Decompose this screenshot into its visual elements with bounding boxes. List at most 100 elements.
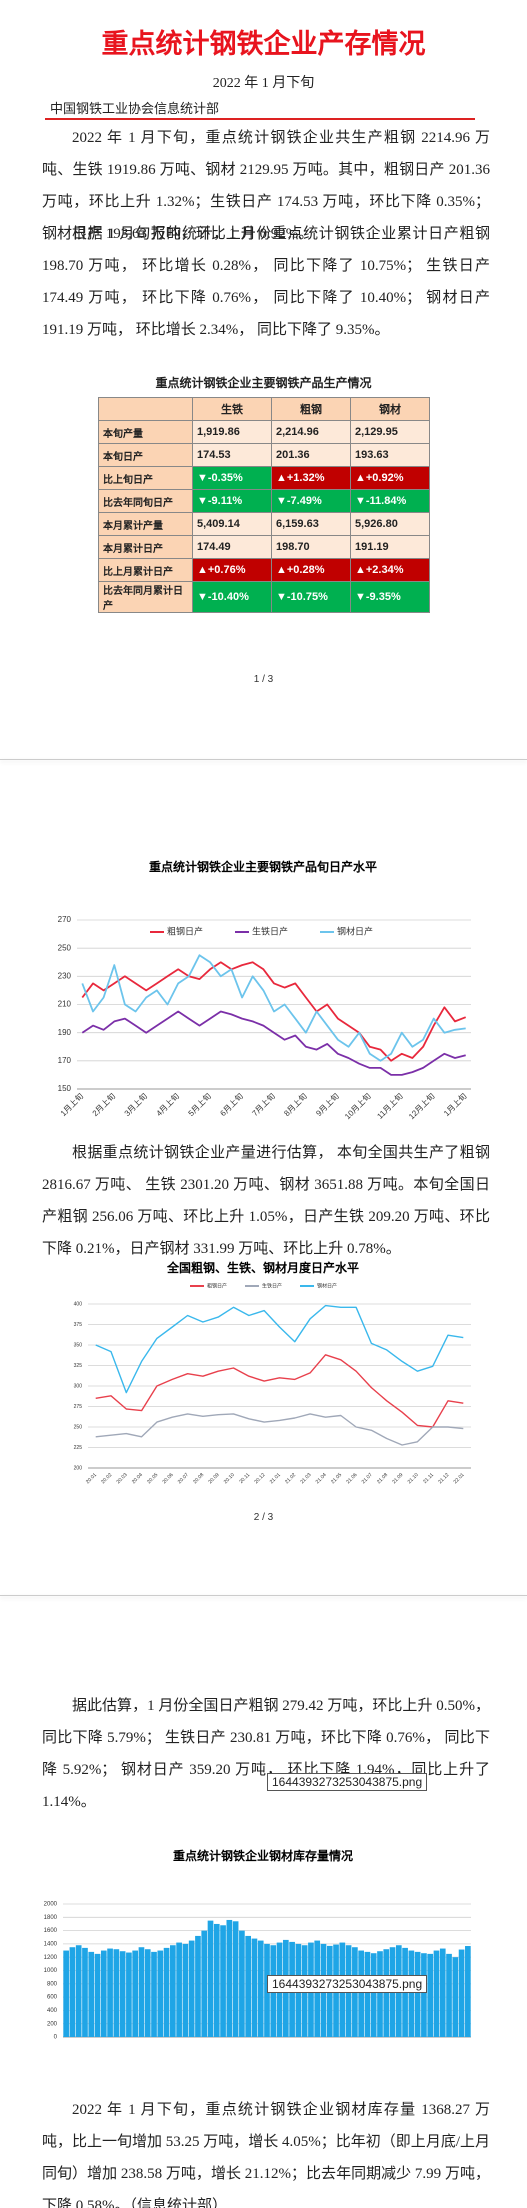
y-tick-label: 600 bbox=[47, 1995, 58, 2001]
paragraph: 根据 1 月旬报的统计，1 月份重点统计钢铁企业累计日产粗钢 198.70 万吨… bbox=[42, 226, 490, 338]
x-tick-label: 20.12 bbox=[253, 1472, 266, 1485]
chart: 重点统计钢铁企业主要钢铁产品旬日产水平 150 170 190 210 230 250 270… bbox=[58, 859, 471, 1121]
y-tick-label: 800 bbox=[47, 1981, 58, 1987]
table-row: 比上旬日产 ▼-0.35% ▲+1.32% ▲+0.92% bbox=[98, 466, 430, 490]
bar bbox=[63, 1950, 69, 2037]
x-tick-label: 9月上旬 bbox=[314, 1091, 341, 1118]
x-tick-label: 20.02 bbox=[100, 1472, 113, 1485]
table-cell: 191.19 bbox=[350, 535, 430, 559]
legend-label: 生铁日产 bbox=[262, 1282, 282, 1289]
y-tick-label: 170 bbox=[58, 1056, 72, 1065]
x-tick-label: 21.02 bbox=[284, 1472, 297, 1485]
x-tick-label: 4月上旬 bbox=[154, 1091, 181, 1118]
header-cell: 粗钢 bbox=[271, 397, 351, 421]
y-tick-label: 1000 bbox=[44, 1968, 58, 1974]
rule bbox=[45, 118, 475, 120]
y-tick-label: 1200 bbox=[44, 1955, 58, 1961]
header-cell bbox=[98, 397, 193, 421]
y-tick-label: 230 bbox=[58, 971, 72, 980]
page-break bbox=[0, 1595, 527, 1596]
bar bbox=[132, 1950, 139, 2037]
bar bbox=[213, 1923, 220, 2037]
x-tick-label: 21.05 bbox=[330, 1472, 343, 1485]
series-line bbox=[95, 1354, 464, 1428]
table-cell: 198.70 bbox=[271, 535, 351, 559]
table-cell: ▲+0.92% bbox=[350, 466, 430, 490]
x-tick-label: 21.11 bbox=[422, 1472, 435, 1485]
bar bbox=[151, 1951, 157, 2037]
table-cell: ▲+2.34% bbox=[350, 558, 430, 582]
bar bbox=[427, 1953, 434, 2037]
table-row: 本月累计日产 174.49 198.70 191.19 bbox=[98, 535, 430, 559]
y-tick-label: 190 bbox=[58, 1028, 72, 1037]
bar bbox=[370, 1953, 377, 2037]
table-cell: ▼-7.49% bbox=[271, 489, 351, 513]
header-cell: 生铁 bbox=[192, 397, 272, 421]
x-tick-label: 7月上旬 bbox=[250, 1091, 277, 1118]
bar bbox=[452, 1957, 459, 2037]
y-tick-label: 270 bbox=[58, 915, 72, 924]
chart-title: 重点统计钢铁企业主要钢铁产品旬日产水平 bbox=[149, 859, 377, 874]
y-tick-label: 275 bbox=[74, 1404, 83, 1410]
y-tick-label: 0 bbox=[54, 2035, 58, 2041]
bar bbox=[195, 1935, 201, 2037]
table-cell: ▼-9.11% bbox=[192, 489, 272, 513]
table-header: 生铁 粗钢 钢材 bbox=[98, 397, 430, 421]
bar bbox=[107, 1948, 113, 2037]
file-tooltip: 1644393273253043875.png bbox=[267, 1773, 428, 1791]
bar bbox=[446, 1953, 452, 2037]
bar bbox=[144, 1949, 151, 2037]
y-tick-label: 200 bbox=[47, 2021, 58, 2027]
y-tick-label: 250 bbox=[74, 1424, 83, 1430]
row-label: 本旬日产 bbox=[98, 443, 193, 467]
bar bbox=[88, 1951, 95, 2037]
x-tick-label: 21.08 bbox=[376, 1472, 389, 1485]
row-label: 本月累计产量 bbox=[98, 512, 193, 536]
x-tick-label: 21.07 bbox=[361, 1472, 374, 1485]
bar bbox=[157, 1950, 164, 2037]
x-tick-label: 10月上旬 bbox=[342, 1091, 372, 1121]
table-row: 比去年同旬日产 ▼-9.11% ▼-7.49% ▼-11.84% bbox=[98, 489, 430, 513]
series-line bbox=[95, 1304, 464, 1394]
bar bbox=[239, 1930, 245, 2037]
row-label: 比去年同旬日产 bbox=[98, 489, 193, 513]
table-cell: ▼-10.40% bbox=[192, 581, 272, 613]
series-line bbox=[81, 961, 467, 1062]
bar bbox=[465, 1946, 471, 2037]
x-tick-label: 20.05 bbox=[146, 1472, 159, 1485]
x-tick-label: 20.06 bbox=[162, 1472, 175, 1485]
x-tick-label: 21.12 bbox=[437, 1472, 450, 1485]
table-cell: ▲+0.76% bbox=[192, 558, 272, 582]
row-label: 比去年同月累计日产 bbox=[98, 581, 193, 613]
x-tick-label: 2月上旬 bbox=[90, 1091, 117, 1118]
x-tick-label: 1月上旬 bbox=[441, 1091, 468, 1118]
table-cell: 174.53 bbox=[192, 443, 272, 467]
x-tick-label: 20.11 bbox=[238, 1472, 251, 1485]
bar bbox=[226, 1919, 233, 2037]
table-cell: 5,409.14 bbox=[192, 512, 272, 536]
bar bbox=[126, 1952, 132, 2037]
bar bbox=[433, 1950, 440, 2037]
table-cell: ▼-10.75% bbox=[271, 581, 351, 613]
paragraph: 根据重点统计钢铁企业产量进行估算， 本旬全国共生产了粗钢 2816.67 万吨、… bbox=[42, 1145, 490, 1257]
x-tick-label: 21.09 bbox=[391, 1472, 404, 1485]
bar bbox=[364, 1951, 371, 2037]
legend-label: 钢材日产 bbox=[317, 1282, 337, 1289]
bar bbox=[138, 1947, 145, 2037]
bar bbox=[264, 1943, 270, 2037]
bar bbox=[232, 1921, 239, 2037]
x-tick-label: 22.01 bbox=[453, 1472, 466, 1485]
bar bbox=[257, 1940, 264, 2037]
y-tick-label: 210 bbox=[58, 1000, 72, 1009]
table-cell: 1,919.86 bbox=[192, 420, 272, 444]
x-tick-label: 21.01 bbox=[269, 1472, 282, 1485]
x-tick-label: 21.06 bbox=[345, 1472, 358, 1485]
bar bbox=[75, 1945, 82, 2037]
y-tick-label: 300 bbox=[74, 1383, 83, 1389]
bar bbox=[245, 1935, 252, 2037]
y-tick-label: 200 bbox=[74, 1465, 83, 1471]
y-tick-label: 325 bbox=[74, 1363, 83, 1369]
legend-label: 粗钢日产 bbox=[167, 925, 203, 936]
x-tick-label: 3月上旬 bbox=[122, 1091, 149, 1118]
table-cell: ▲+1.32% bbox=[271, 466, 351, 490]
